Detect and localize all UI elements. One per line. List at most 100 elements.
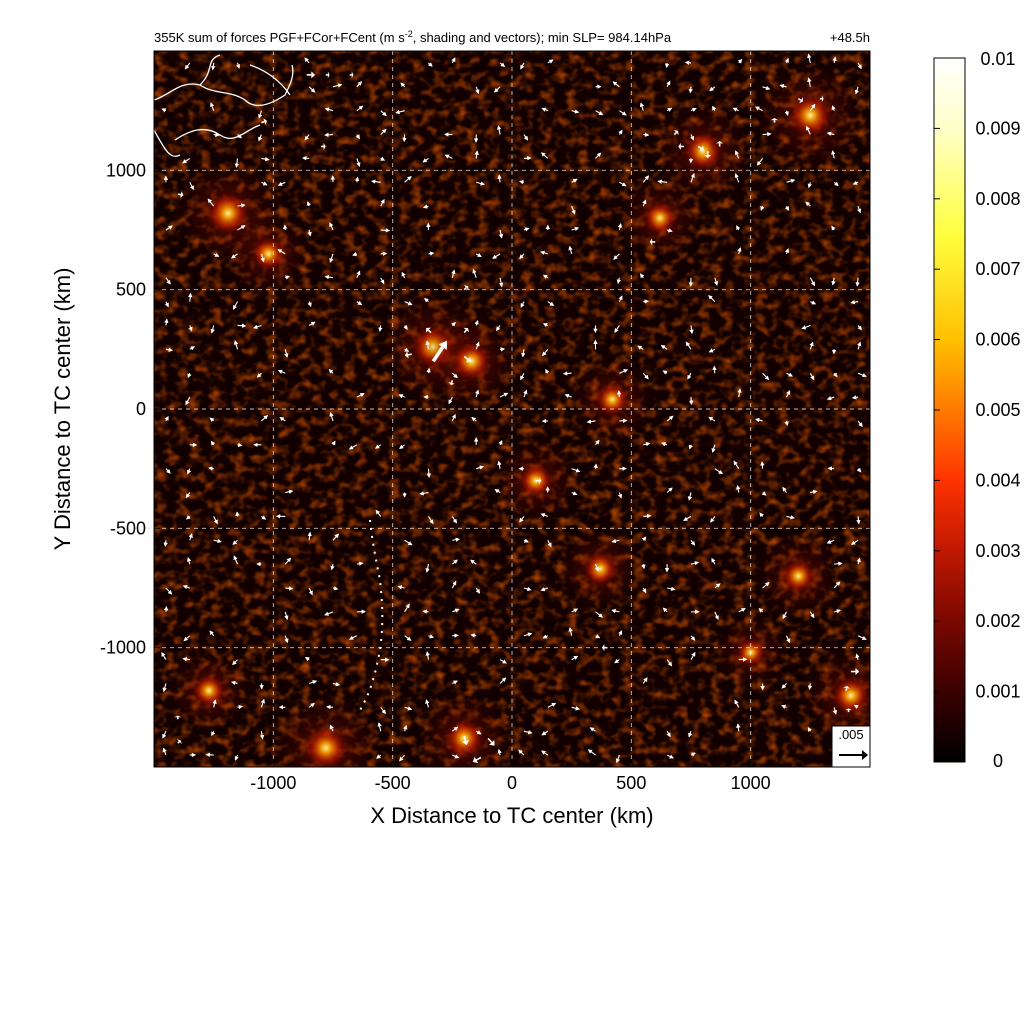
small-vector-29	[188, 325, 193, 332]
small-vector-302	[611, 538, 620, 544]
small-vector-368	[714, 611, 719, 621]
small-vector-230	[492, 253, 501, 259]
small-vector-152	[399, 754, 406, 762]
small-vector-151	[380, 110, 387, 117]
small-vector-409	[785, 635, 791, 644]
small-vector-46	[213, 132, 220, 137]
small-vector-121	[324, 132, 334, 138]
small-vector-240	[523, 538, 529, 543]
small-vector-245	[521, 349, 526, 358]
small-vector-229	[498, 277, 504, 288]
small-vector-6	[163, 540, 168, 547]
small-vector-59	[232, 301, 239, 310]
small-vector-21	[188, 533, 193, 541]
small-vector-388	[737, 247, 742, 255]
small-vector-256	[542, 634, 549, 639]
small-vector-62	[237, 203, 246, 208]
small-vector-463	[857, 372, 867, 378]
small-vector-106	[304, 57, 310, 64]
small-vector-89	[284, 349, 289, 358]
small-vector-27	[187, 373, 192, 379]
y-axis-ticks: -1000 -500 0 500 1000	[100, 160, 160, 658]
island-chain	[359, 519, 384, 711]
small-vector-231	[498, 229, 504, 239]
small-vector-427	[809, 341, 814, 350]
small-vector-118	[329, 253, 334, 263]
small-vector-283	[571, 178, 578, 183]
vector-26	[845, 708, 853, 713]
small-vector-116	[328, 369, 334, 374]
small-vector-55	[235, 511, 240, 517]
small-vector-32	[182, 157, 191, 164]
small-vector-150	[380, 128, 387, 135]
small-vector-131	[352, 251, 358, 257]
small-vector-143	[378, 325, 383, 332]
small-vector-188	[452, 726, 459, 732]
small-vector-221	[499, 677, 507, 684]
small-vector-348	[688, 731, 693, 738]
vector-12	[177, 191, 184, 199]
small-vector-123	[332, 83, 343, 88]
small-vector-308	[614, 325, 620, 333]
colorbar-ticks: 0 0.001 0.002 0.003 0.004 0.005 0.006 0.007 0.00…	[934, 49, 1021, 771]
x-tick-label-3: 500	[616, 773, 646, 793]
small-vector-12	[165, 277, 171, 285]
small-vector-136	[356, 81, 363, 88]
small-vector-26	[185, 396, 191, 406]
small-vector-365	[690, 107, 697, 112]
small-vector-446	[831, 277, 836, 286]
small-vector-97	[308, 587, 313, 596]
small-vector-399	[760, 461, 765, 469]
small-vector-213	[474, 319, 479, 326]
small-vector-88	[277, 369, 286, 374]
small-vector-292	[586, 419, 596, 424]
small-vector-469	[852, 180, 859, 185]
small-vector-412	[782, 486, 787, 493]
small-vector-284	[571, 109, 580, 114]
small-vector-443	[826, 396, 835, 401]
small-vector-1	[162, 730, 167, 739]
colorbar-tick-label-3: 0.003	[975, 541, 1020, 561]
small-vector-272	[571, 706, 580, 711]
small-vector-45	[207, 198, 215, 207]
small-vector-126	[356, 561, 364, 566]
small-vector-408	[781, 683, 787, 689]
small-vector-259	[540, 513, 548, 518]
small-vector-415	[786, 372, 793, 377]
small-vector-405	[754, 106, 763, 112]
small-vector-84	[284, 557, 292, 565]
small-vector-279	[562, 371, 572, 376]
vector-9	[349, 71, 354, 79]
small-vector-180	[425, 340, 430, 350]
small-vector-77	[261, 156, 270, 162]
small-vector-247	[519, 253, 525, 260]
reference-vector-arrowhead	[862, 750, 868, 760]
small-vector-391	[734, 150, 740, 159]
small-vector-375	[712, 365, 717, 374]
hot-spot-8	[781, 559, 816, 593]
small-vector-196	[451, 413, 456, 422]
small-vector-166	[404, 175, 412, 183]
small-vector-339	[666, 415, 674, 422]
small-vector-262	[545, 368, 550, 374]
colorbar-tick-label-9: 0.009	[975, 118, 1020, 138]
small-vector-96	[304, 656, 310, 662]
colorbar-tick-label-7: 0.007	[975, 259, 1020, 279]
small-vector-376	[708, 348, 716, 353]
small-vector-67	[260, 698, 265, 708]
small-vector-285	[587, 749, 596, 756]
small-vector-372	[714, 468, 724, 475]
small-vector-204	[475, 730, 482, 735]
small-vector-223	[494, 489, 501, 494]
small-vector-311	[613, 253, 620, 260]
small-vector-174	[425, 564, 430, 573]
small-vector-108	[326, 704, 334, 710]
small-vector-198	[451, 372, 458, 379]
small-vector-253	[541, 750, 549, 756]
small-vector-5	[165, 587, 173, 595]
small-vector-138	[377, 722, 382, 732]
small-vector-254	[541, 730, 549, 736]
small-vector-189	[452, 680, 458, 685]
small-vector-465	[857, 325, 862, 331]
small-vector-168	[395, 109, 405, 115]
